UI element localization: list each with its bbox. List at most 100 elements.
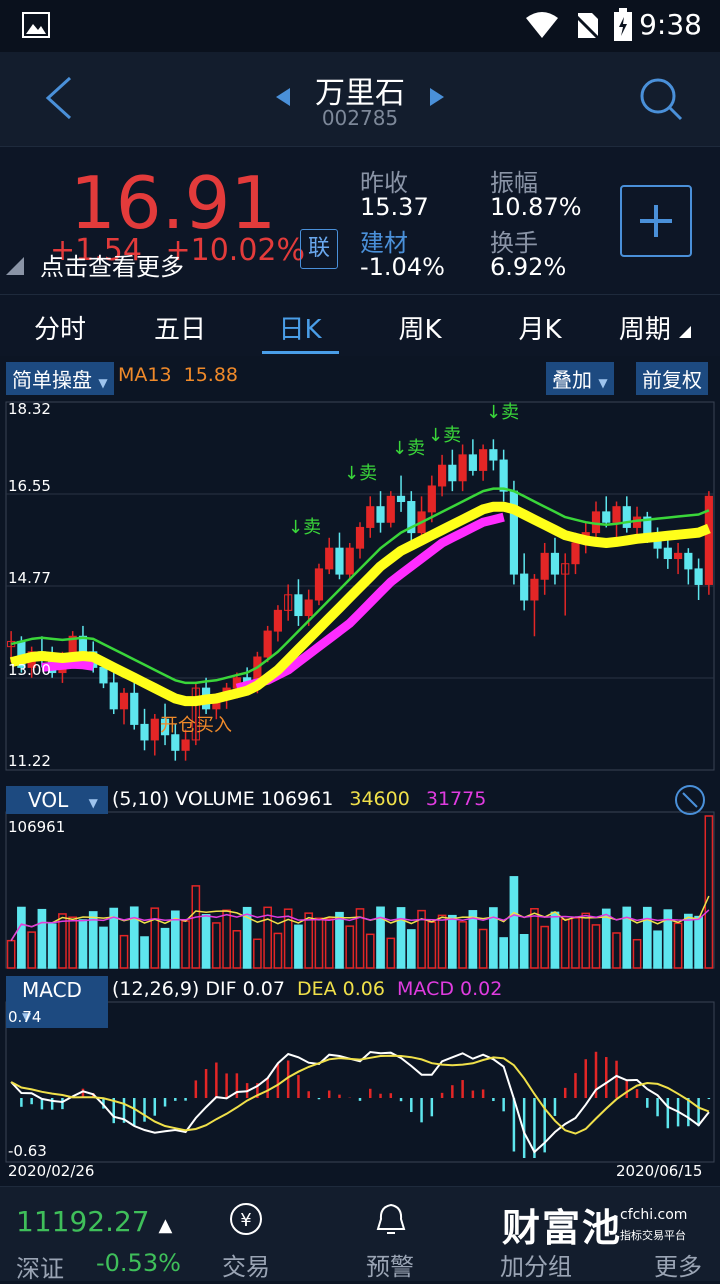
overlay-label: 叠加 [552,368,592,392]
volume-bars [5,811,715,969]
candle-body [335,547,344,575]
volume-bar [448,914,457,969]
volume-bar [170,910,180,969]
nav-add-group[interactable]: 加分组 [500,1253,572,1281]
vol-dropdown[interactable]: VOL ▼ [6,786,108,814]
quote-panel[interactable]: 16.91 +1.54 +10.02% 点击查看更多 联 昨收 15.37 建材… [0,146,720,295]
tab-weekly-k[interactable]: 周K [398,315,442,345]
candle-body [150,718,159,741]
overlay-dropdown[interactable]: 叠加 ▼ [546,362,614,395]
vol-ma10: 31775 [425,788,487,810]
trade-icon: ¥ [230,1203,262,1235]
candle-body [119,692,129,710]
view-more-tip[interactable]: 点击查看更多 [40,253,184,281]
indicator-dropdown[interactable]: 简单操盘 ▼ [6,362,114,395]
candle-body [622,506,631,528]
volume-bar [612,932,621,969]
sell-signal: ↓卖 [392,438,425,459]
status-bar: 9:38 [0,0,720,52]
volume-bar [181,920,190,969]
volume-bar [191,885,201,969]
vol-ma5: 34600 [349,788,410,810]
candle-body [694,568,703,585]
candle-body [704,495,713,585]
macd-dropdown[interactable]: MACD ▼ [6,976,108,1028]
sell-signal: ↓卖 [428,425,461,446]
volume-bar [684,913,693,969]
volume-bar [58,913,67,969]
volume-bar [468,910,478,969]
add-watchlist-button[interactable] [620,185,692,257]
volume-bar [6,939,16,969]
volume-bar [489,907,498,969]
candle-body [437,464,447,487]
candle-body [407,501,416,534]
volume-bar [376,906,385,969]
volume-bar [519,934,529,969]
tab-period[interactable]: 周期 [600,309,710,346]
macd-params: (12,26,9) DIF [112,978,237,1000]
back-icon[interactable] [44,76,74,120]
candle-body [684,552,693,570]
volume-bar [324,918,334,969]
volume-bar [212,922,221,969]
candle-body [530,578,539,601]
volume-bar [427,921,437,969]
index-number: 11192.27 [16,1205,150,1238]
volume-bar [109,907,119,969]
candle-body [304,599,313,617]
sell-signal: ↓卖 [486,402,519,423]
volume-bar [345,925,355,969]
period-tabs: 分时 五日 日K 周K 月K 周期 [0,294,720,357]
volume-bar [406,929,416,969]
stock-code: 002785 [321,106,399,130]
candle-body [99,666,108,684]
tab-intraday[interactable]: 分时 [33,315,86,345]
tab-five-day[interactable]: 五日 [153,315,206,345]
volume-bar [509,876,519,969]
candle-body [458,454,467,482]
bell-icon [376,1203,406,1234]
nav-trade[interactable]: 交易 [222,1253,270,1281]
macd-frame [5,1001,715,1163]
macd-label: MACD [22,978,82,1002]
macd-value: 0.02 [460,978,503,1000]
index-value[interactable]: 11192.27 ▲ [16,1205,172,1238]
tab-period-label: 周期 [618,315,671,345]
volume-bar [591,924,601,969]
next-stock-icon[interactable] [430,88,444,106]
volume-bar [242,906,252,969]
tab-daily-k[interactable]: 日K [278,315,322,345]
turnover-value: 6.92% [490,253,567,281]
adjust-button[interactable]: 前复权 [636,362,708,395]
price-tick-label: 11.22 [8,752,51,770]
ma-yellow-line [9,501,711,707]
candle-body [479,449,488,471]
nav-alert[interactable]: 预警 [366,1253,414,1281]
volume-bar [530,908,539,969]
macd-bottom-label: -0.63 [8,1142,47,1160]
chart-area[interactable]: 简单操盘 ▼ MA13 15.88 叠加 ▼ 前复权 开仓买入 ↓卖 ↓卖 ↓卖 ↓卖 ↓… [0,356,720,1186]
search-icon[interactable] [638,76,684,122]
nav-more[interactable]: 更多 [654,1253,702,1281]
amplitude-label: 振幅 [490,169,538,197]
linked-button[interactable]: 联 [300,229,338,269]
expand-icon[interactable] [674,784,706,816]
dropdown-arrow-icon: ▼ [88,796,98,810]
volume-bar [560,918,570,969]
sector-label[interactable]: 建材 [360,229,408,257]
candle-body [273,609,283,632]
volume-bar [27,931,36,969]
volume-bar [283,908,293,969]
volume-bar [499,937,508,969]
vol-params: (5,10) VOLUME [112,788,255,810]
dea-label: DEA [296,978,337,1000]
price-tick-label: 14.77 [8,569,51,587]
tab-monthly-k[interactable]: 月K [518,315,562,345]
volume-ma10-line [10,909,710,941]
dropdown-corner-icon [679,326,692,338]
candle-body [571,542,580,565]
prev-stock-icon[interactable] [276,88,290,106]
volume-bar [437,914,447,969]
